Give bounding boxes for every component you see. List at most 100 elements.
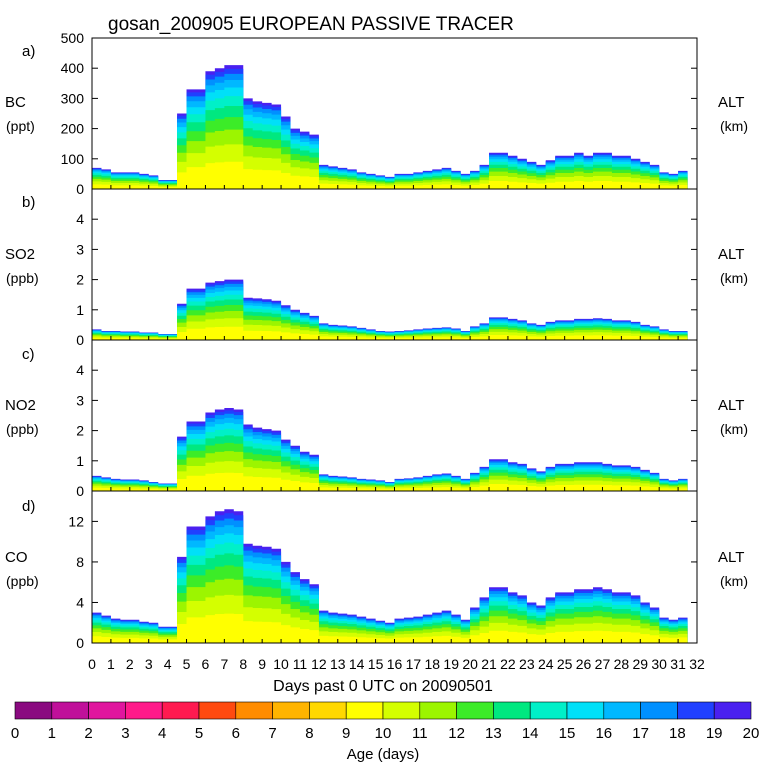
km-label: (km) <box>720 118 748 134</box>
age-layer-0 <box>92 472 688 491</box>
species-label: NO2 <box>5 397 36 414</box>
x-tick-label: 18 <box>425 656 441 672</box>
panels: 0100200300400500a)BC(ppt)ALT(km)01234b)S… <box>5 30 748 651</box>
x-axis: 0 1 2 3 4 5 6 7 8 9 10 11 12 13 14 15 16 17 18 19 20 21 22 23 24… <box>88 656 705 672</box>
alt-label: ALT <box>718 246 744 263</box>
x-tick-label: 9 <box>258 656 266 672</box>
x-axis-label: Days past 0 UTC on 20090501 <box>273 678 493 695</box>
colorbar-swatch <box>529 701 568 720</box>
y-tick-label: 2 <box>76 423 84 439</box>
colorbar: 0 1 2 3 4 5 6 7 8 9 10 11 12 13 14 15 16 17 18 19 20 <box>11 701 760 742</box>
colorbar-tick-label: 6 <box>232 725 240 742</box>
colorbar-swatch <box>382 701 421 720</box>
colorbar-swatch <box>235 701 273 720</box>
alt-label: ALT <box>718 397 744 414</box>
colorbar-tick-label: 16 <box>595 725 612 742</box>
x-tick-label: 31 <box>670 656 686 672</box>
panel-bc: 0 100 200 300 400 500 a) BC (ppt) ALT (km) <box>5 30 748 197</box>
colorbar-swatch <box>419 701 457 720</box>
panel-no2: 0 1 2 3 4 c) NO2 (ppb) ALT (km) <box>5 339 748 499</box>
x-tick-label: 4 <box>164 656 172 672</box>
y-tick-label: 2 <box>76 272 84 288</box>
colorbar-tick-label: 8 <box>305 725 313 742</box>
x-tick-label: 2 <box>126 656 134 672</box>
panel-letter: b) <box>22 194 35 211</box>
x-tick-label: 22 <box>500 656 516 672</box>
colorbar-swatch <box>14 701 53 720</box>
colorbar-swatch <box>603 701 641 720</box>
colorbar-swatch <box>493 701 531 720</box>
y-tick-label: 1 <box>76 302 84 318</box>
y-tick-label: 100 <box>61 151 85 167</box>
x-tick-label: 23 <box>519 656 535 672</box>
x-tick-label: 1 <box>107 656 115 672</box>
x-tick-label: 15 <box>368 656 384 672</box>
x-tick-label: 27 <box>595 656 611 672</box>
colorbar-tick-label: 7 <box>268 725 276 742</box>
species-label: SO2 <box>5 246 35 263</box>
x-tick-label: 30 <box>651 656 667 672</box>
colorbar-tick-label: 10 <box>375 725 392 742</box>
x-tick-label: 11 <box>293 656 308 672</box>
y-tick-label: 4 <box>76 362 84 378</box>
x-tick-label: 28 <box>614 656 630 672</box>
alt-label: ALT <box>718 94 744 111</box>
colorbar-swatch <box>272 701 310 720</box>
km-label: (km) <box>720 421 748 437</box>
colorbar-swatch <box>640 701 678 720</box>
colorbar-swatch <box>456 701 494 720</box>
alt-label: ALT <box>718 549 744 566</box>
colorbar-tick-label: 9 <box>342 725 350 742</box>
colorbar-swatch <box>51 701 89 720</box>
colorbar-swatch <box>88 701 126 720</box>
y-tick-label: 4 <box>76 211 84 227</box>
age-layer-0 <box>92 613 688 643</box>
y-tick-label: 1 <box>76 453 84 469</box>
species-label: BC <box>5 94 26 111</box>
x-tick-label: 19 <box>443 656 459 672</box>
colorbar-tick-label: 15 <box>559 725 576 742</box>
x-tick-label: 12 <box>311 656 327 672</box>
colorbar-swatch <box>125 701 163 720</box>
colorbar-swatch <box>198 701 237 720</box>
y-tick-label: 3 <box>76 241 84 257</box>
panel-letter: c) <box>22 346 35 363</box>
colorbar-tick-label: 18 <box>669 725 686 742</box>
y-tick-label: 4 <box>76 594 84 610</box>
y-tick-label: 200 <box>61 121 85 137</box>
y-tick-label: 300 <box>61 90 85 106</box>
x-tick-label: 8 <box>239 656 247 672</box>
x-tick-label: 14 <box>349 656 365 672</box>
unit-label: (ppb) <box>6 421 39 437</box>
colorbar-tick-label: 3 <box>121 725 129 742</box>
x-tick-label: 3 <box>145 656 153 672</box>
age-layer-0 <box>92 326 688 340</box>
unit-label: (ppb) <box>6 573 39 589</box>
colorbar-tick-label: 4 <box>158 725 166 742</box>
x-tick-label: 6 <box>202 656 210 672</box>
colorbar-label: Age (days) <box>347 746 420 763</box>
panel-so2: 0 1 2 3 4 b) SO2 (ppb) ALT (km) <box>5 188 748 348</box>
age-layer-0 <box>92 161 688 189</box>
x-tick-label: 29 <box>632 656 648 672</box>
panel-letter: a) <box>22 43 35 60</box>
x-tick-label: 26 <box>576 656 592 672</box>
colorbar-tick-label: 14 <box>522 725 539 742</box>
unit-label: (ppt) <box>6 118 35 134</box>
x-tick-label: 13 <box>330 656 346 672</box>
colorbar-tick-label: 13 <box>485 725 502 742</box>
y-tick-label: 500 <box>61 30 85 46</box>
x-tick-label: 7 <box>220 656 228 672</box>
chart-title: gosan_200905 EUROPEAN PASSIVE TRACER <box>108 14 514 35</box>
km-label: (km) <box>720 573 748 589</box>
x-tick-label: 16 <box>387 656 403 672</box>
colorbar-tick-label: 20 <box>743 725 760 742</box>
x-tick-label: 21 <box>481 656 497 672</box>
colorbar-swatch <box>713 701 752 720</box>
colorbar-tick-label: 17 <box>632 725 649 742</box>
colorbar-swatch <box>161 701 200 720</box>
colorbar-tick-label: 2 <box>84 725 92 742</box>
km-label: (km) <box>720 270 748 286</box>
x-tick-label: 25 <box>557 656 573 672</box>
